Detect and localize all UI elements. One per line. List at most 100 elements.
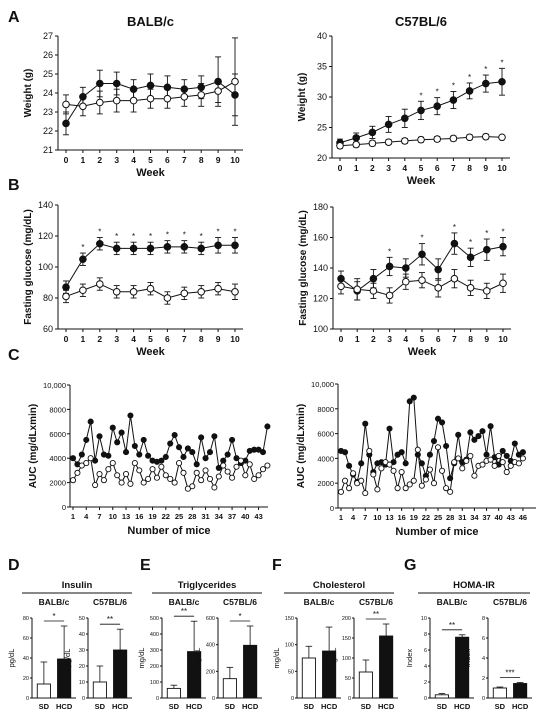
data-point — [498, 77, 506, 86]
strain-title: BALB/c — [437, 597, 468, 607]
x-category-label: SD — [169, 702, 180, 711]
data-point — [109, 460, 116, 467]
data-point — [341, 477, 349, 484]
group-title: Cholesterol — [313, 580, 365, 591]
data-point — [193, 461, 200, 468]
x-tick-label: 5 — [420, 334, 425, 344]
data-point — [69, 477, 77, 484]
chart-g2: C57BL/6 0 2 4 6 8 Index SD HCD *** — [463, 597, 532, 711]
data-point — [79, 255, 87, 264]
data-point — [426, 451, 433, 458]
data-point — [171, 479, 178, 486]
significance-label: * — [52, 612, 55, 621]
x-tick-label: 7 — [182, 334, 187, 344]
x-tick-label: 43 — [254, 512, 262, 521]
data-point — [483, 245, 491, 254]
group-title: Insulin — [62, 580, 93, 591]
x-tick-label: 43 — [507, 513, 515, 522]
significance-star: * — [419, 91, 422, 100]
x-axis-label: Week — [407, 175, 436, 187]
y-tick-label: 80 — [23, 616, 29, 622]
x-tick-label: 13 — [122, 512, 130, 521]
y-tick-label: 50 — [288, 669, 294, 675]
bar-hcd — [379, 635, 394, 699]
y-tick-label: 20 — [23, 676, 29, 682]
x-tick-label: 7 — [97, 512, 101, 521]
significance-star: * — [436, 88, 439, 97]
data-point — [122, 449, 130, 456]
data-point — [346, 462, 353, 469]
x-tick-label: 5 — [148, 334, 153, 344]
data-point — [406, 398, 413, 405]
bar-hcd — [57, 658, 72, 699]
data-point — [402, 277, 410, 286]
data-point — [146, 244, 155, 253]
chart-b1: 60 80 100 120 140 0 1 2 3 4 5 6 7 8 9 10 Week Fasting glu… — [23, 200, 243, 358]
series-line — [340, 447, 524, 494]
y-tick-label: 6000 — [317, 430, 334, 439]
y-axis-label: Weight (g) — [23, 69, 34, 118]
data-point — [214, 87, 222, 95]
data-point — [417, 106, 425, 115]
y-axis-label: mg/dL — [329, 648, 338, 669]
significance-star: * — [200, 232, 203, 241]
series-filled — [336, 67, 506, 147]
data-point — [175, 460, 183, 467]
x-tick-label: 1 — [354, 163, 359, 173]
significance-label: * — [238, 612, 241, 621]
x-tick-label: 8 — [199, 334, 204, 344]
data-point — [149, 466, 156, 473]
data-point — [466, 284, 475, 292]
data-point — [434, 415, 442, 422]
x-tick-label: 46 — [519, 513, 527, 522]
chart-e1: Triglycerides BALB/c 0 100 200 300 400 500 mg/dL… — [137, 580, 262, 711]
y-tick-label: 150 — [285, 616, 294, 622]
data-point — [449, 134, 458, 143]
x-tick-label: 8 — [468, 334, 473, 344]
data-point — [231, 288, 239, 296]
data-point — [495, 452, 502, 459]
y-tick-label: 600 — [206, 616, 215, 622]
panel-letter-g: G — [404, 557, 416, 574]
bar-sd — [222, 678, 237, 699]
y-tick-label: 0 — [424, 696, 427, 702]
x-tick-label: 5 — [419, 163, 424, 173]
data-point — [384, 120, 393, 129]
data-point — [498, 133, 506, 142]
data-point — [410, 394, 417, 401]
data-point — [459, 465, 466, 472]
x-tick-label: 3 — [387, 334, 392, 344]
data-point — [402, 485, 409, 492]
y-tick-label: 140 — [38, 200, 53, 210]
data-point — [202, 467, 209, 474]
x-category-label: SD — [361, 702, 372, 711]
data-point — [184, 445, 191, 452]
data-point — [214, 241, 222, 250]
significance-star: * — [484, 65, 487, 74]
x-tick-label: 7 — [182, 155, 187, 165]
data-point — [466, 253, 475, 262]
data-point — [487, 423, 494, 430]
x-tick-label: 6 — [165, 334, 170, 344]
data-point — [127, 480, 134, 487]
y-tick-label: 0 — [26, 696, 29, 702]
y-tick-label: 30 — [317, 92, 327, 102]
data-point — [146, 284, 155, 293]
data-point — [62, 100, 70, 109]
data-point — [337, 488, 345, 495]
strain-title: C57BL/6 — [359, 597, 393, 607]
data-point — [105, 452, 112, 459]
data-point — [231, 241, 239, 250]
x-tick-label: 4 — [84, 512, 89, 521]
x-category-label: HCD — [321, 702, 338, 711]
y-tick-label: 40 — [79, 632, 85, 638]
data-point — [422, 476, 429, 483]
x-axis-label: Number of mice — [395, 526, 478, 538]
x-tick-label: 9 — [216, 155, 221, 165]
bar-sd — [92, 681, 107, 699]
data-point — [158, 457, 165, 464]
data-point — [140, 436, 147, 443]
y-tick-label: 300 — [150, 648, 159, 654]
